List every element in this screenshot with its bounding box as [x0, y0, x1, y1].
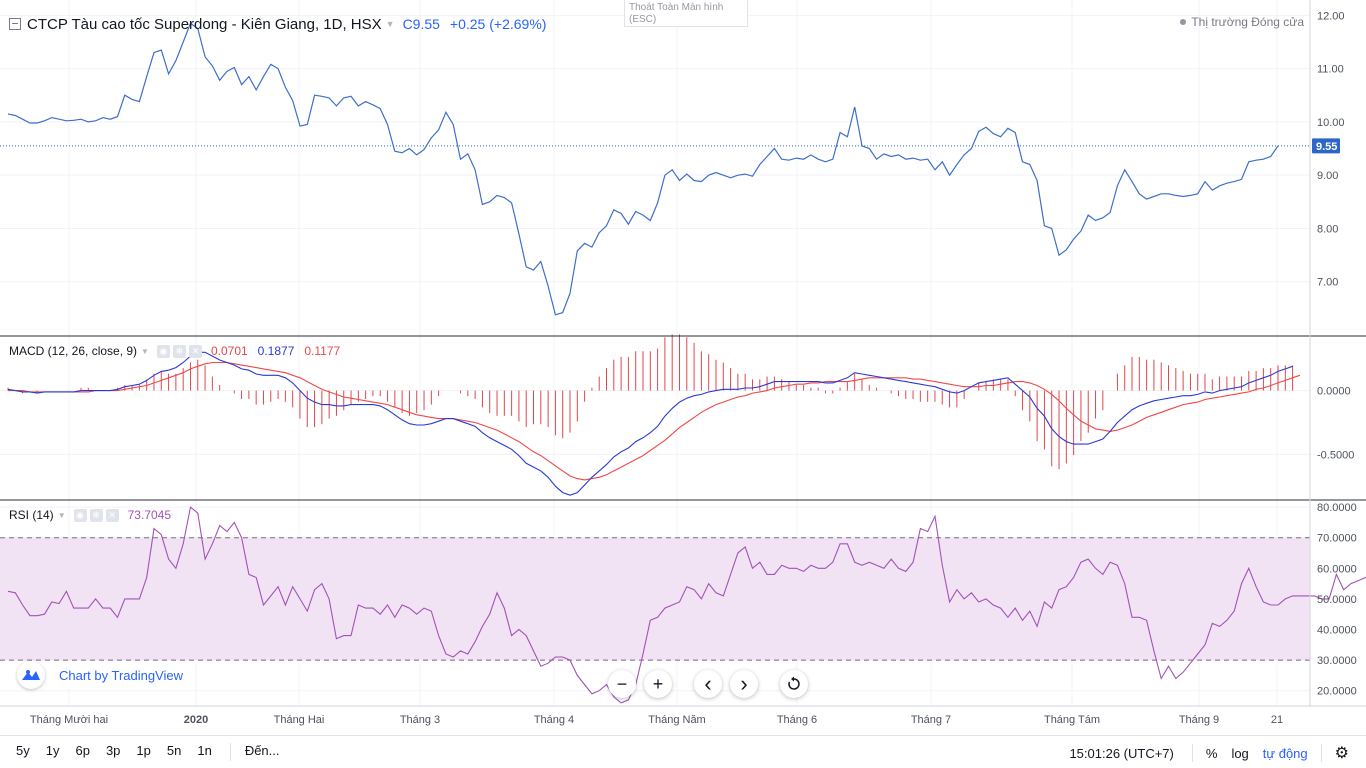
price-tick-label: 10.00: [1317, 117, 1345, 129]
scroll-left-button[interactable]: ‹: [694, 670, 722, 698]
price-tick-label: 12.00: [1317, 10, 1345, 22]
market-status-text: Thị trường Đóng cửa: [1191, 15, 1304, 29]
time-axis[interactable]: Tháng Mười hai 2020 Tháng Hai Tháng 3 Tháng …: [30, 714, 1283, 726]
gear-icon[interactable]: ⚙: [1334, 745, 1349, 762]
rsi-band-lines: [0, 537, 1310, 661]
scroll-right-button[interactable]: ›: [730, 670, 758, 698]
price-tick-label: 11.00: [1317, 64, 1344, 76]
rsi-tick-label: 80.0000: [1317, 502, 1357, 514]
macd-tick-label: 0.0000: [1317, 386, 1351, 398]
time-tick-label: Tháng 4: [534, 714, 574, 726]
zoom-out-button[interactable]: −: [608, 670, 636, 698]
close-icon[interactable]: ✕: [188, 344, 202, 358]
symbol-legend[interactable]: CTCP Tàu cao tốc Superdong - Kiên Giang,…: [9, 13, 546, 35]
price-line: [7, 22, 1279, 316]
rsi-band: [0, 537, 1310, 661]
close-icon[interactable]: ✕: [105, 508, 119, 522]
tradingview-link[interactable]: Chart by TradingView: [59, 667, 184, 683]
time-tick-label: Tháng Mười hai: [30, 714, 108, 726]
range-3m[interactable]: 3p: [105, 743, 121, 758]
macd-value: 0.1877: [257, 344, 295, 358]
chevron-down-icon[interactable]: ▼: [385, 19, 395, 29]
last-price: C9.55: [402, 16, 440, 32]
rsi-legend[interactable]: RSI (14) ▼ ◉ ✻ ✕ 73.7045: [9, 508, 171, 522]
rsi-tick-label: 40.0000: [1317, 625, 1357, 637]
eye-icon[interactable]: ◉: [73, 508, 87, 522]
time-tick-label: 21: [1271, 714, 1283, 726]
divider: [229, 743, 231, 761]
market-status[interactable]: Thị trường Đóng cửa: [1180, 15, 1304, 29]
rsi-tick-label: 60.0000: [1317, 563, 1357, 575]
reset-icon: [788, 676, 800, 690]
time-tick-label: Tháng 6: [777, 714, 817, 726]
percent-scale-button[interactable]: %: [1205, 745, 1218, 761]
macd-tick-label: -0.5000: [1317, 449, 1354, 461]
time-tick-label: 2020: [184, 714, 208, 726]
divider: [1191, 744, 1193, 762]
macd-legend[interactable]: MACD (12, 26, close, 9) ▼ ◉ ✻ ✕ 0.0701 0…: [9, 344, 340, 358]
time-tick-label: Tháng Năm: [648, 714, 705, 726]
rsi-tick-label: 30.0000: [1317, 655, 1357, 667]
pane-separators[interactable]: [0, 0, 1366, 707]
chevron-down-icon[interactable]: ▼: [141, 346, 149, 356]
rsi-line: [7, 506, 1366, 704]
fullscreen-hint-line1: Thoát Toàn Màn hình: [629, 2, 724, 13]
fullscreen-exit-hint[interactable]: Thoát Toàn Màn hình (ESC): [624, 0, 748, 27]
price-tick-label: 8.00: [1317, 223, 1338, 235]
fullscreen-hint-line2: (ESC): [629, 14, 657, 25]
auto-scale-button[interactable]: tự động: [1262, 745, 1308, 761]
goto-date-button[interactable]: Đến...: [244, 743, 280, 758]
rsi-tick-label: 70.0000: [1317, 533, 1357, 545]
bottom-toolbar: 5y 1y 6p 3p 1p 5n 1n Đến... 15:01:26 (UT…: [0, 735, 1366, 768]
gear-icon[interactable]: ✻: [172, 344, 186, 358]
price-axis[interactable]: 7.00 8.00 9.00 10.00 11.00 12.00 -0.5000 0.0000…: [1317, 10, 1357, 697]
status-dot-icon: [1180, 19, 1187, 25]
price-tick-label: 9.00: [1317, 170, 1338, 182]
tradingview-branding[interactable]: Chart by TradingView: [17, 661, 190, 689]
date-ranges: 5y 1y 6p 3p 1p 5n 1n Đến...: [10, 741, 286, 761]
collapse-icon[interactable]: [9, 18, 21, 30]
scale-tools: 15:01:26 (UTC+7) % log tự động ⚙: [1069, 741, 1356, 765]
rsi-value: 73.7045: [127, 508, 171, 522]
signal-value: 0.1177: [304, 344, 341, 358]
macd-legend-name[interactable]: MACD (12, 26, close, 9): [9, 344, 138, 358]
time-tick-label: Tháng 9: [1179, 714, 1219, 726]
time-tick-label: Tháng 3: [400, 714, 440, 726]
time-tick-label: Tháng 7: [911, 714, 951, 726]
range-1m[interactable]: 1p: [136, 743, 151, 758]
range-1d[interactable]: 1n: [197, 743, 212, 758]
range-5d[interactable]: 5n: [166, 743, 182, 758]
divider: [1320, 744, 1322, 762]
range-5y[interactable]: 5y: [16, 743, 30, 758]
reset-chart-button[interactable]: [780, 670, 808, 698]
svg-text:9.55: 9.55: [1316, 141, 1337, 153]
macd-signal-line: [8, 361, 1301, 481]
rsi-tick-label: 20.0000: [1317, 686, 1357, 698]
price-change: +0.25 (+2.69%): [449, 16, 547, 32]
clock[interactable]: 15:01:26 (UTC+7): [1069, 745, 1174, 761]
last-price-tag: 9.55: [1312, 138, 1340, 154]
zoom-in-button[interactable]: +: [644, 670, 672, 698]
rsi-legend-name[interactable]: RSI (14): [9, 508, 54, 522]
tradingview-logo-icon: [17, 661, 45, 689]
rsi-tick-label: 50.0000: [1317, 594, 1357, 606]
range-1y[interactable]: 1y: [45, 743, 60, 758]
gear-icon[interactable]: ✻: [89, 508, 103, 522]
eye-icon[interactable]: ◉: [156, 344, 170, 358]
range-6m[interactable]: 6p: [75, 743, 90, 758]
chevron-down-icon[interactable]: ▼: [57, 510, 66, 520]
symbol-title[interactable]: CTCP Tàu cao tốc Superdong - Kiên Giang,…: [27, 15, 382, 33]
macd-hist-value: 0.0701: [210, 344, 248, 358]
time-tick-label: Tháng Tám: [1044, 714, 1100, 726]
time-tick-label: Tháng Hai: [274, 714, 325, 726]
log-scale-button[interactable]: log: [1231, 745, 1249, 761]
macd-line: [7, 351, 1293, 496]
price-tick-label: 7.00: [1317, 277, 1338, 289]
